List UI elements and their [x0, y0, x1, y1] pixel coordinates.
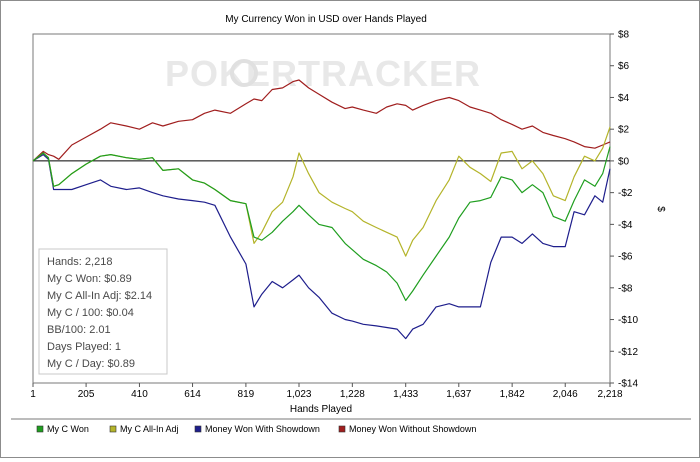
y-tick-label: -$14	[618, 379, 638, 390]
stats-line: My C / 100: $0.04	[47, 307, 134, 319]
x-tick-label: 1,023	[286, 389, 311, 400]
stats-box-border	[38, 248, 168, 375]
series-layer	[32, 79, 611, 340]
x-tick-label: 1,433	[393, 389, 418, 400]
y-tick-label: $6	[618, 61, 630, 72]
legend-label: My C All-In Adj	[120, 424, 179, 434]
x-tick-label: 205	[78, 389, 95, 400]
x-tick-label: 1,637	[446, 389, 471, 400]
series-line-my-c-won	[32, 146, 611, 302]
x-axis: 1 205 410 614 819 1,023 1,228 1,433 1,637 1,842 2,…	[30, 383, 623, 400]
y-tick-label: -$2	[618, 188, 633, 199]
series-line-money-won-with-showdown	[32, 154, 611, 340]
stats-line: My C / Day: $0.89	[47, 358, 135, 370]
legend-swatch	[36, 425, 44, 433]
x-tick-label: 1	[30, 389, 36, 400]
legend: My C Won My C All-In Adj Money Won With Sh…	[36, 424, 476, 434]
x-axis-label: Hands Played	[290, 404, 352, 415]
stats-line: My C All-In Adj: $2.14	[47, 290, 152, 302]
y-tick-label: $4	[618, 93, 630, 104]
x-tick-label: 614	[184, 389, 201, 400]
y-tick-label: -$8	[618, 283, 633, 294]
legend-label: Money Won With Showdown	[205, 424, 320, 434]
plot-area	[32, 33, 611, 384]
x-tick-label: 2,218	[597, 389, 622, 400]
y-tick-label: $0	[618, 156, 630, 167]
legend-label: My C Won	[47, 424, 89, 434]
y-axis-label: $	[655, 206, 666, 212]
legend-swatch	[338, 425, 346, 433]
stats-line: Hands: 2,218	[47, 256, 112, 268]
watermark-chip-icon	[230, 59, 258, 87]
y-tick-label: $8	[618, 30, 630, 41]
y-tick-label: -$12	[618, 347, 638, 358]
stats-line: BB/100: 2.01	[47, 324, 111, 336]
pokertracker-watermark: POKERTRACKER	[165, 53, 481, 94]
x-tick-label: 1,228	[340, 389, 365, 400]
legend-swatch	[109, 425, 117, 433]
y-tick-label: -$4	[618, 220, 633, 231]
watermark-text: POKERTRACKER	[165, 53, 481, 94]
stats-line: Days Played: 1	[47, 341, 121, 353]
y-tick-label: -$10	[618, 315, 638, 326]
x-tick-label: 1,842	[500, 389, 525, 400]
x-tick-label: 819	[238, 389, 255, 400]
x-tick-label: 410	[131, 389, 148, 400]
y-tick-label: -$6	[618, 252, 633, 263]
stats-box: Hands: 2,218 My C Won: $0.89 My C All-In A…	[38, 248, 168, 375]
x-tick-label: 2,046	[553, 389, 578, 400]
chart-title: My Currency Won in USD over Hands Played	[225, 14, 427, 25]
series-line-money-won-without-showdown	[32, 79, 611, 162]
y-axis: $8 $6 $4 $2 $0 -$2 -$4 -$6 -$8 -$10 -$12 -$14	[610, 30, 638, 390]
legend-label: Money Won Without Showdown	[349, 424, 476, 434]
y-tick-label: $2	[618, 125, 630, 136]
legend-swatch	[194, 425, 202, 433]
stats-line: My C Won: $0.89	[47, 273, 132, 285]
